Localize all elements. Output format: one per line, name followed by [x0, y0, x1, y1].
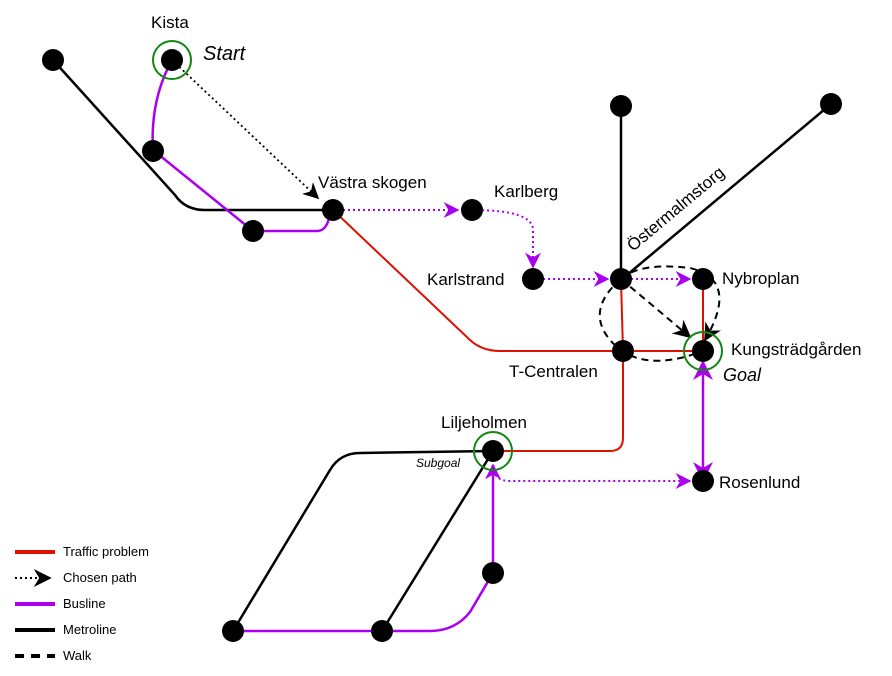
label-karlstrand: Karlstrand [427, 270, 504, 289]
walk-loop [598, 278, 704, 362]
label-kungstradgarden: Kungsträdgården [731, 340, 861, 359]
metroline-ostermalm [620, 103, 832, 281]
station-labels: Kista Västra skogen Karlberg Karlstrand … [151, 13, 861, 492]
station-node-south-mid [371, 620, 393, 642]
bus-dotted-karlberg-karlstrand [471, 209, 541, 269]
label-liljeholmen: Liljeholmen [441, 413, 527, 432]
bus-dotted-liljeholmen-rosenlund [485, 463, 692, 489]
highlight-rings [152, 40, 723, 471]
station-node-northwest-end [42, 49, 64, 71]
label-karlberg: Karlberg [494, 182, 558, 201]
bus-chosen-paths [333, 202, 692, 489]
station-node-nybroplan [692, 268, 714, 290]
legend-busline: Busline [63, 596, 106, 611]
station-node-north-end [610, 95, 632, 117]
subgoal-label: Subgoal [416, 456, 460, 470]
label-nybroplan: Nybroplan [722, 269, 800, 288]
busline-kista-vastra [151, 59, 332, 233]
station-node-karlstrand [522, 268, 544, 290]
legend: Traffic problem Chosen path Busline Metr… [15, 544, 149, 663]
walk-paths [598, 265, 721, 362]
station-node-kista [161, 49, 183, 71]
station-node-kista-bus-2 [242, 220, 264, 242]
label-vastra-skogen: Västra skogen [318, 173, 427, 192]
station-node-southwest-end [222, 620, 244, 642]
chosen-path-start [171, 59, 320, 200]
station-node-karlberg [461, 199, 483, 221]
traffic-problem-lines [332, 209, 704, 452]
station-node-rosenlund [692, 470, 714, 492]
station-node-ostermalm-end [820, 93, 842, 115]
station-node-t-centralen [612, 340, 634, 362]
metroline-northwest [52, 59, 333, 212]
goal-label: Goal [723, 365, 762, 385]
goal-ring [683, 331, 723, 371]
walk-ostermalm-kungs [620, 278, 692, 339]
station-nodes [42, 49, 842, 642]
legend-chosen-path: Chosen path [63, 570, 137, 585]
metroline-liljeholmen-south [380, 450, 495, 632]
legend-metroline: Metroline [63, 622, 116, 637]
busline-south [233, 465, 495, 633]
legend-walk: Walk [63, 648, 92, 663]
station-node-vastra-skogen [322, 199, 344, 221]
label-t-centralen: T-Centralen [509, 362, 598, 381]
label-rosenlund: Rosenlund [719, 473, 800, 492]
station-node-ostermalmstorg [610, 268, 632, 290]
label-kista: Kista [151, 13, 189, 32]
subgoal-ring [473, 431, 513, 471]
walk-arc-nybroplan [620, 265, 721, 342]
legend-traffic-problem: Traffic problem [63, 544, 149, 559]
station-node-south-bus [482, 562, 504, 584]
station-node-kista-bus-1 [142, 140, 164, 162]
metroline-liljeholmen-west [231, 449, 494, 632]
red-vastra-tcentralen [332, 209, 621, 352]
route-markers: Start Goal Subgoal [203, 43, 762, 470]
label-ostermalmstorg: Östermalmstorg [623, 163, 728, 255]
station-node-kungstradgarden [692, 340, 714, 362]
red-tcentralen-liljeholmen [493, 351, 624, 452]
red-ostermalm-tcentralen [620, 279, 624, 352]
start-label: Start [203, 43, 247, 65]
start-ring [152, 40, 192, 80]
station-node-liljeholmen [482, 440, 504, 462]
metro-lines [52, 59, 832, 632]
